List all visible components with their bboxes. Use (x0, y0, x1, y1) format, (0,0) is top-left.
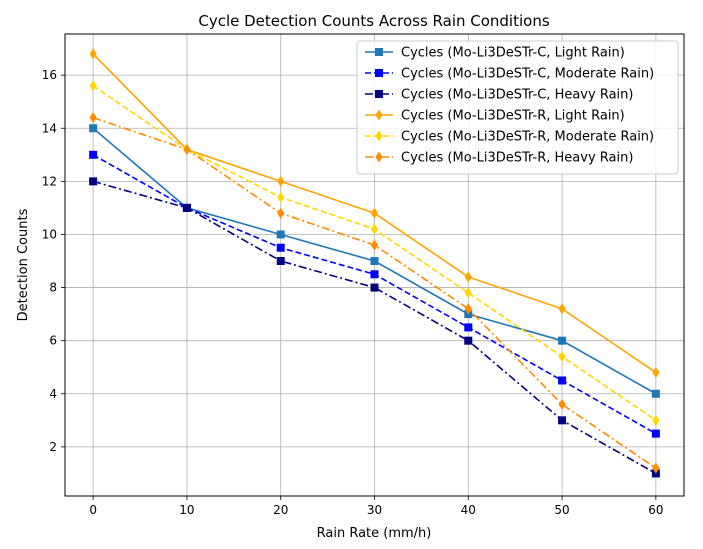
data-point (370, 283, 379, 292)
data-point (652, 367, 660, 379)
data-point (89, 124, 98, 133)
data-point (464, 287, 472, 299)
data-point (370, 270, 379, 279)
data-point (558, 416, 567, 425)
legend: Cycles (Mo-Li3DeSTr-C, Light Rain) Cycles… (356, 40, 679, 175)
x-tick-label: 40 (461, 503, 476, 517)
data-point (464, 271, 472, 283)
legend-entry-label: Cycles (Mo-Li3DeSTr-C, Light Rain) (401, 46, 625, 61)
data-point (464, 336, 473, 345)
x-tick-label: 0 (89, 503, 97, 517)
data-point (370, 207, 379, 219)
y-tick-label: 12 (42, 174, 57, 188)
data-point (89, 112, 97, 124)
data-point (89, 48, 97, 60)
data-point (558, 351, 566, 363)
data-point (277, 207, 285, 219)
legend-swatch-marker (375, 109, 383, 121)
y-tick-label: 10 (42, 227, 57, 241)
legend-swatch-marker (375, 69, 383, 77)
data-point (651, 389, 660, 398)
data-point (89, 177, 98, 186)
x-tick-label: 60 (648, 503, 663, 517)
legend-entry-label: Cycles (Mo-Li3DeSTr-R, Heavy Rain) (401, 151, 633, 166)
data-point (277, 191, 285, 203)
data-point (370, 223, 379, 235)
data-point (558, 336, 567, 345)
legend-entry-label: Cycles (Mo-Li3DeSTr-C, Heavy Rain) (401, 88, 633, 103)
data-point (182, 203, 191, 212)
data-point (370, 257, 379, 266)
data-point (464, 303, 472, 315)
data-point (558, 376, 567, 385)
y-tick-label: 6 (49, 334, 57, 348)
data-point (651, 429, 660, 438)
data-point (183, 144, 191, 155)
x-axis-label: Rain Rate (mm/h) (317, 526, 432, 541)
data-point (276, 243, 285, 252)
data-point (89, 150, 98, 159)
data-point (277, 175, 285, 187)
series-6 (89, 112, 660, 474)
data-point (276, 230, 285, 239)
data-point (652, 414, 660, 426)
data-point (276, 257, 285, 266)
data-point (652, 462, 660, 474)
x-tick-label: 10 (179, 503, 194, 517)
y-tick-label: 14 (42, 121, 57, 135)
legend-entry-label: Cycles (Mo-Li3DeSTr-R, Moderate Rain) (401, 130, 654, 145)
data-point (558, 303, 566, 315)
legend-swatch-marker (375, 48, 383, 56)
legend-swatch-marker (375, 130, 383, 142)
axis-ticks: 0 10 20 30 40 50 60 2 4 6 8 10 12 14 16 (42, 68, 664, 517)
legend-box (356, 40, 679, 175)
data-point (558, 398, 566, 410)
y-tick-label: 16 (42, 68, 57, 82)
legend-swatch-marker (375, 90, 383, 98)
data-point (89, 80, 97, 92)
data-point (464, 323, 473, 332)
x-tick-label: 30 (367, 503, 382, 517)
legend-swatch-marker (375, 151, 383, 163)
x-tick-label: 50 (554, 503, 569, 517)
data-point (370, 239, 379, 251)
legend-entry-label: Cycles (Mo-Li3DeSTr-R, Light Rain) (401, 109, 625, 124)
y-tick-label: 2 (49, 440, 57, 454)
legend-entry-label: Cycles (Mo-Li3DeSTr-C, Moderate Rain) (401, 67, 654, 82)
x-tick-label: 20 (273, 503, 288, 517)
chart-title: Cycle Detection Counts Across Rain Condi… (198, 12, 549, 30)
y-axis-label: Detection Counts (16, 208, 31, 321)
y-tick-label: 4 (49, 387, 57, 401)
y-tick-label: 8 (49, 281, 57, 295)
series-lines (89, 48, 660, 478)
